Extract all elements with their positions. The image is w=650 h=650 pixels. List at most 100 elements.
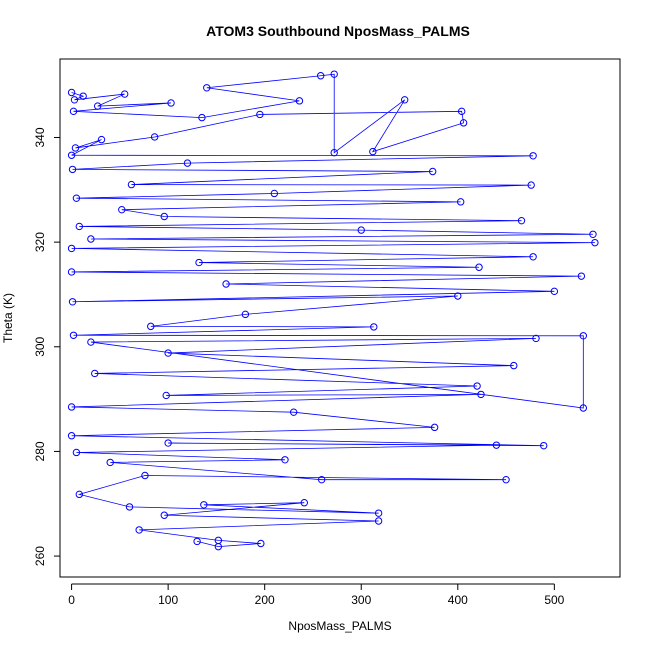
data-point — [330, 148, 338, 157]
data-point — [67, 268, 76, 276]
data-point — [93, 102, 102, 110]
data-point — [67, 88, 76, 97]
data-point — [281, 456, 289, 464]
data-point — [198, 113, 206, 122]
data-point — [510, 361, 518, 370]
data-point — [295, 97, 304, 105]
data-point — [200, 501, 208, 509]
data-point — [456, 198, 465, 206]
x-tick-label: 200 — [255, 593, 275, 607]
data-point — [68, 298, 77, 306]
chart-title: ATOM3 Southbound NposMass_PALMS — [206, 23, 470, 39]
y-tick-label: 260 — [33, 546, 47, 566]
data-point — [222, 280, 230, 288]
data-point — [550, 287, 559, 296]
data-point — [540, 441, 548, 450]
data-point — [492, 441, 501, 449]
data-point — [75, 490, 84, 499]
data-point — [527, 181, 535, 189]
data-point — [316, 72, 325, 80]
x-tick-label: 400 — [448, 593, 468, 607]
data-point — [475, 263, 483, 271]
data-point — [369, 147, 377, 156]
plot-frame — [59, 58, 621, 578]
data-point — [577, 272, 586, 280]
data-point — [125, 503, 134, 511]
x-tick-label: 100 — [158, 593, 178, 607]
data-point — [164, 349, 172, 357]
data-point — [317, 475, 326, 484]
y-tick-label: 280 — [33, 441, 47, 461]
data-point — [457, 107, 466, 116]
series-layer — [67, 70, 599, 551]
data-point — [167, 99, 175, 107]
data-point — [459, 119, 468, 127]
x-axis-label: NposMass_PALMS — [288, 619, 391, 633]
data-point — [69, 331, 78, 339]
data-point — [532, 334, 540, 343]
data-point — [106, 458, 114, 467]
y-axis: 260 280 300 320 340 — [33, 127, 61, 566]
data-point — [357, 226, 365, 234]
data-point — [162, 391, 170, 400]
data-point — [591, 238, 599, 247]
data-point — [579, 332, 588, 340]
data-point — [256, 110, 264, 119]
data-point — [72, 448, 81, 457]
data-point — [502, 475, 510, 484]
data-point — [67, 244, 76, 253]
data-point — [529, 152, 537, 160]
data-point — [69, 107, 78, 116]
data-point — [477, 390, 485, 399]
data-point — [400, 96, 409, 104]
data-point — [67, 403, 76, 411]
x-axis: 0 100 200 300 400 500 — [68, 583, 565, 607]
data-point — [67, 432, 76, 440]
data-point — [300, 499, 308, 507]
series-line — [71, 73, 595, 548]
data-point — [87, 338, 95, 346]
data-point — [193, 537, 201, 546]
data-point — [330, 70, 338, 78]
data-point — [164, 439, 172, 447]
data-point — [203, 84, 211, 92]
data-point — [183, 159, 192, 167]
data-point — [87, 235, 95, 243]
x-tick-label: 0 — [68, 593, 75, 607]
data-point — [147, 322, 155, 331]
data-point — [270, 189, 279, 198]
data-point — [214, 542, 223, 551]
data-point — [370, 323, 378, 331]
data-point — [589, 230, 597, 238]
y-tick-label: 340 — [33, 127, 47, 147]
data-point — [529, 253, 537, 261]
data-point — [97, 135, 106, 144]
data-point — [517, 216, 526, 225]
data-point — [289, 408, 298, 416]
data-point — [72, 194, 81, 202]
data-point — [430, 423, 439, 432]
data-point — [75, 222, 84, 231]
y-tick-label: 320 — [33, 232, 47, 252]
data-point — [160, 511, 168, 519]
data-point — [150, 133, 159, 141]
data-point — [67, 151, 76, 159]
data-point — [195, 258, 203, 267]
data-point — [374, 517, 383, 525]
data-point — [135, 526, 143, 534]
data-point — [160, 212, 168, 221]
data-point — [118, 205, 126, 214]
data-point — [79, 92, 87, 100]
data-point — [127, 180, 136, 189]
data-point — [454, 292, 462, 300]
y-axis-label: Theta (K) — [1, 293, 15, 343]
y-tick-label: 300 — [33, 336, 47, 356]
x-tick-label: 500 — [544, 593, 564, 607]
data-point — [68, 165, 77, 174]
data-point — [428, 167, 437, 176]
data-point — [120, 90, 129, 98]
data-point — [579, 404, 588, 412]
data-point — [257, 539, 265, 548]
data-point — [91, 369, 99, 378]
